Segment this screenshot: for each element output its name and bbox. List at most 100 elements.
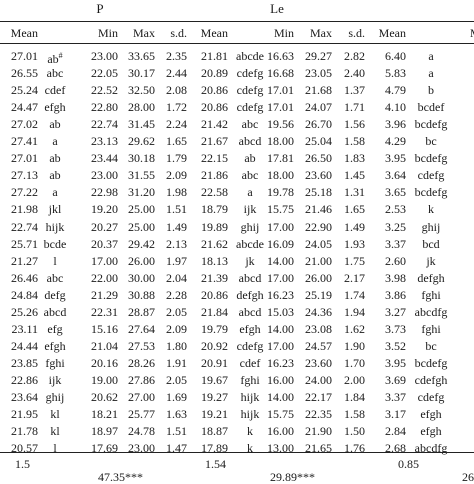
table-cell: 1.49 xyxy=(166,220,187,234)
table-cell: 23.60 xyxy=(305,168,332,182)
table-cell: cdefg xyxy=(236,339,264,353)
table-cell: 20.16 xyxy=(91,356,118,370)
footer-test-stat: 26 xyxy=(462,470,474,484)
table-cell: 1.71 xyxy=(344,100,365,114)
table-cell: 3.95 xyxy=(385,356,406,370)
table-cell: 2.82 xyxy=(344,49,365,63)
table-cell: 3.69 xyxy=(385,373,406,387)
table-cell: 18.79 xyxy=(201,202,228,216)
table-cell: 29.42 xyxy=(128,237,155,251)
table-cell: efgh xyxy=(420,424,442,438)
table-cell: 17.89 xyxy=(201,441,228,455)
table-cell: 3.25 xyxy=(385,220,406,234)
table-cell: 2.13 xyxy=(166,237,187,251)
table-cell: 2.68 xyxy=(385,441,406,455)
table-cell: bcdefg xyxy=(414,185,448,199)
table-cell: 2.04 xyxy=(166,271,187,285)
table-cell: 20.86 xyxy=(201,100,228,114)
table-cell: 2.40 xyxy=(344,66,365,80)
table-cell: 23.60 xyxy=(305,356,332,370)
table-cell: 3.27 xyxy=(385,305,406,319)
table-cell: b xyxy=(428,83,434,97)
table-cell: 27.64 xyxy=(128,322,155,336)
table-cell: 20.37 xyxy=(91,237,118,251)
table-cell: 16.23 xyxy=(267,356,294,370)
table-cell: 26.50 xyxy=(305,151,332,165)
table-cell: 18.13 xyxy=(201,254,228,268)
table-cell: 30.00 xyxy=(128,271,155,285)
table-cell: 3.73 xyxy=(385,322,406,336)
table-cell: 22.74 xyxy=(11,220,38,234)
table-cell: ab xyxy=(49,168,61,182)
table-cell: 17.00 xyxy=(267,271,294,285)
table-cell: fghi xyxy=(240,373,260,387)
table-cell: cdefg xyxy=(236,100,264,114)
table-cell: kl xyxy=(50,407,60,421)
table-cell: 27.13 xyxy=(11,168,38,182)
table-cell: 3.64 xyxy=(385,168,406,182)
table-cell: 16.00 xyxy=(267,373,294,387)
table-cell: 21.27 xyxy=(11,254,38,268)
table-cell: 17.01 xyxy=(267,100,294,114)
table-cell: 1.83 xyxy=(344,151,365,165)
footer-test-stat: 29.89*** xyxy=(270,470,315,484)
table-cell: 20.86 xyxy=(201,83,228,97)
table-cell: a xyxy=(428,49,434,63)
table-cell: 13.00 xyxy=(267,441,294,455)
table-cell: l xyxy=(53,441,57,455)
table-cell: 25.00 xyxy=(128,220,155,234)
table-cell: 14.00 xyxy=(267,322,294,336)
table-cell: 19.20 xyxy=(91,202,118,216)
table-cell: efgh xyxy=(44,339,66,353)
table-cell: 3.95 xyxy=(385,151,406,165)
table-cell: 26.55 xyxy=(11,66,38,80)
table-cell: 18.87 xyxy=(201,424,228,438)
table-cell: 27.53 xyxy=(128,339,155,353)
table-cell: bcde xyxy=(43,237,67,251)
table-cell: 1.45 xyxy=(344,168,365,182)
table-cell: a xyxy=(247,185,253,199)
table-cell: 21.00 xyxy=(305,254,332,268)
table-cell: 26.00 xyxy=(128,254,155,268)
table-cell: k xyxy=(428,202,434,216)
table-cell: 21.78 xyxy=(11,424,38,438)
column-header: Mean xyxy=(378,26,406,40)
header-rule xyxy=(0,43,474,44)
table-cell: 16.68 xyxy=(267,66,294,80)
table-cell: bcdefg xyxy=(414,117,448,131)
table-cell: 21.42 xyxy=(201,117,228,131)
table-cell: 21.98 xyxy=(11,202,38,216)
table-cell: 1.74 xyxy=(344,288,365,302)
table-cell: 15.75 xyxy=(267,407,294,421)
table-cell: 1.50 xyxy=(344,424,365,438)
table-cell: 22.80 xyxy=(91,100,118,114)
table-cell: 25.04 xyxy=(305,134,332,148)
table-cell: 23.05 xyxy=(305,66,332,80)
table-cell: 16.23 xyxy=(267,288,294,302)
table-cell: 1.98 xyxy=(166,185,187,199)
table-cell: 22.35 xyxy=(305,407,332,421)
table-cell: 1.51 xyxy=(166,202,187,216)
column-header: s.d. xyxy=(170,26,187,40)
footer-test-stat: 47.35*** xyxy=(98,470,143,484)
table-cell: a xyxy=(52,134,58,148)
table-cell: 1.63 xyxy=(166,407,187,421)
table-cell: ijk xyxy=(243,202,257,216)
table-cell: 2.84 xyxy=(385,424,406,438)
table-cell: 3.96 xyxy=(385,117,406,131)
table-cell: 4.29 xyxy=(385,134,406,148)
table-cell: 24.47 xyxy=(11,100,38,114)
table-cell: 22.98 xyxy=(91,185,118,199)
table-cell: l xyxy=(53,254,57,268)
table-cell: 2.60 xyxy=(385,254,406,268)
table-cell: 1.90 xyxy=(344,339,365,353)
table-cell: 17.00 xyxy=(267,220,294,234)
table-cell: 30.88 xyxy=(128,288,155,302)
table-cell: 20.27 xyxy=(91,220,118,234)
table-cell: jk xyxy=(245,254,255,268)
table-cell: 22.15 xyxy=(201,151,228,165)
table-cell: 26.46 xyxy=(11,271,38,285)
table-cell: 25.19 xyxy=(305,288,332,302)
table-cell: bc xyxy=(425,134,437,148)
table-cell: 21.67 xyxy=(201,134,228,148)
